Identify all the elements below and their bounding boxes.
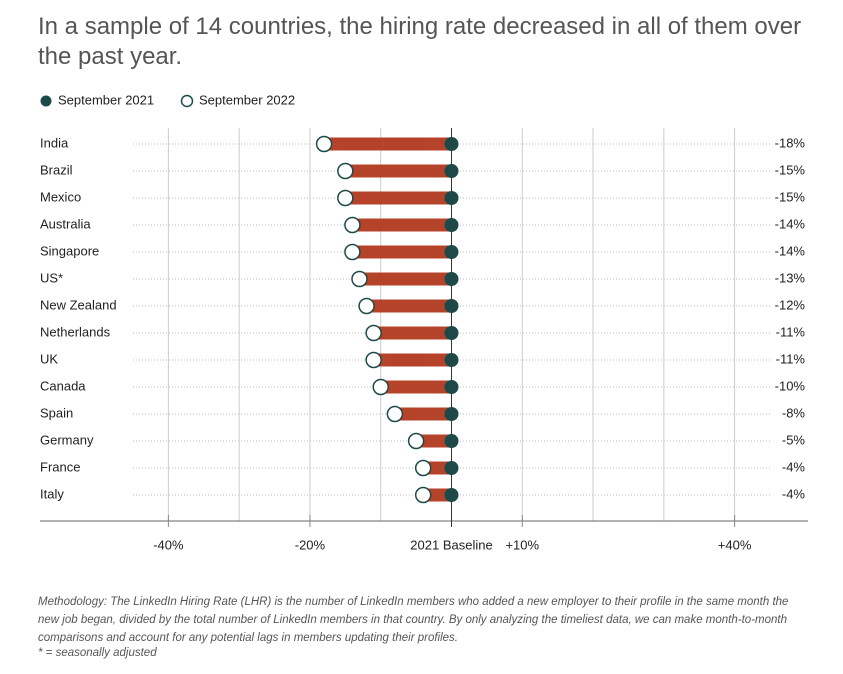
category-label: France [40, 459, 80, 474]
legend-label: September 2022 [199, 92, 295, 107]
category-label: Brazil [40, 162, 73, 177]
value-label: -5% [782, 432, 806, 447]
dot-2022 [414, 486, 432, 504]
dot-2022 [407, 432, 425, 450]
dot-2022 [358, 297, 375, 315]
chart-title: In a sample of 14 countries, the hiring … [38, 13, 802, 70]
category-label: Canada [40, 378, 86, 393]
change-bar [324, 137, 452, 151]
dot-2021 [444, 245, 459, 259]
value-label: -4% [782, 486, 806, 501]
value-label: -15% [775, 162, 806, 177]
change-bar [394, 407, 452, 421]
dot-2021 [444, 137, 459, 151]
dot-2022 [315, 135, 333, 153]
dot-2022 [344, 243, 361, 261]
change-bar [352, 245, 452, 259]
dot-2021 [444, 164, 459, 178]
change-bar [359, 272, 452, 286]
value-label: -13% [775, 270, 806, 285]
category-label: India [40, 135, 69, 150]
dot-2021 [444, 326, 459, 340]
change-bar [416, 434, 452, 448]
x-tick-label: -40% [153, 537, 184, 552]
dot-2021 [444, 191, 459, 205]
change-bar [345, 191, 452, 205]
change-bar [352, 218, 452, 232]
dot-2021 [444, 434, 459, 448]
value-label: -12% [775, 297, 806, 312]
category-label: UK [40, 351, 58, 366]
category-label: Germany [40, 432, 94, 447]
value-label: -14% [775, 243, 806, 258]
value-label: -15% [775, 189, 806, 204]
dot-2021 [444, 488, 459, 502]
value-label: -11% [776, 351, 806, 366]
dot-2022 [365, 351, 382, 369]
category-label: Spain [40, 405, 73, 420]
category-label: Singapore [40, 243, 99, 258]
change-bar [366, 299, 452, 313]
x-tick-label: +10% [505, 537, 539, 552]
dot-2022 [386, 405, 404, 423]
change-bar [373, 353, 452, 367]
footnote: * = seasonally adjusted [38, 647, 157, 659]
dot-2021 [444, 353, 459, 367]
category-label: US* [40, 270, 63, 285]
legend-label: September 2021 [58, 92, 154, 107]
dot-2022 [365, 324, 382, 342]
dot-2021 [444, 380, 459, 394]
value-label: -11% [776, 324, 806, 339]
dot-2021 [444, 461, 459, 475]
dot-2021 [444, 272, 459, 286]
legend-marker [40, 95, 52, 107]
methodology-note: Methodology: The LinkedIn Hiring Rate (L… [38, 596, 789, 644]
dot-2022 [344, 216, 361, 234]
dot-2022 [414, 459, 432, 477]
change-bar [345, 164, 452, 178]
value-label: -18% [775, 135, 806, 150]
x-tick-label: -20% [295, 537, 326, 552]
dot-2022 [351, 270, 368, 288]
change-bar [373, 326, 452, 340]
dot-2022 [372, 378, 389, 396]
dot-2021 [444, 299, 459, 313]
legend-marker [180, 94, 194, 108]
dot-2022 [337, 189, 354, 207]
category-label: New Zealand [40, 297, 117, 312]
value-label: -10% [775, 378, 806, 393]
category-label: Italy [40, 486, 64, 501]
value-label: -4% [782, 459, 806, 474]
value-label: -14% [775, 216, 806, 231]
dot-2022 [337, 162, 354, 180]
category-label: Mexico [40, 189, 81, 204]
x-tick-label: 2021 Baseline [410, 537, 492, 552]
dot-2021 [444, 218, 459, 232]
dot-2021 [444, 407, 459, 421]
x-tick-label: +40% [718, 537, 752, 552]
category-label: Australia [40, 216, 91, 231]
value-label: -8% [782, 405, 806, 420]
change-bar [380, 380, 452, 394]
category-label: Netherlands [40, 324, 111, 339]
